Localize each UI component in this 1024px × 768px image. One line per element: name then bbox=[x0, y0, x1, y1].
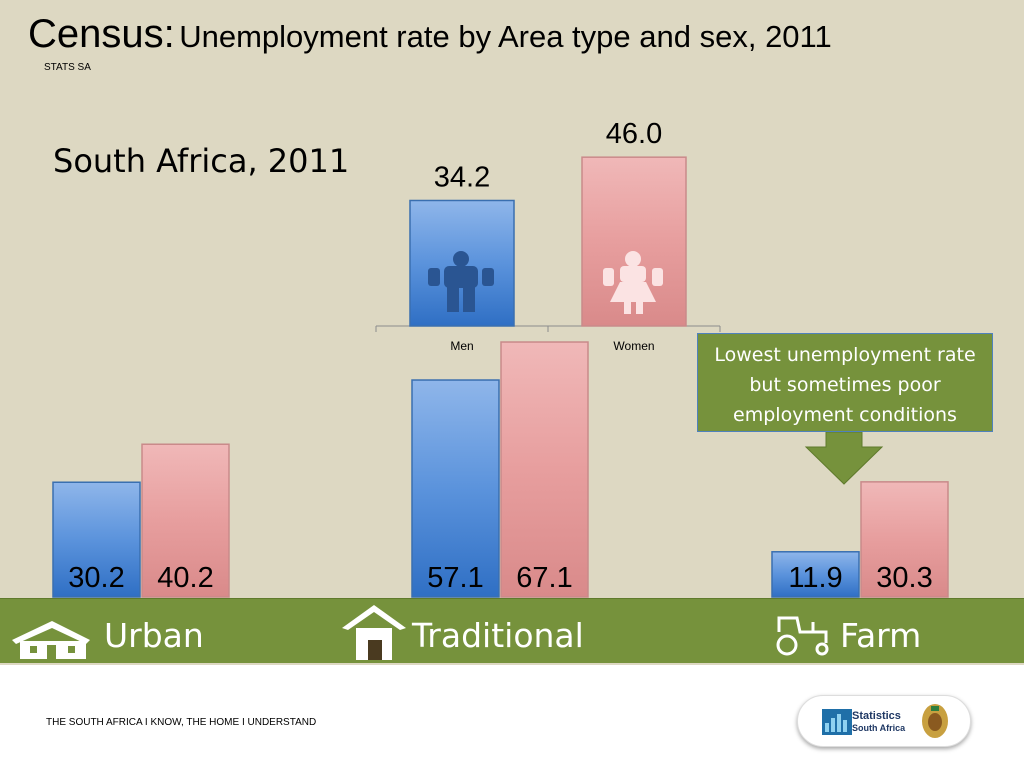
inset-category-label: Men bbox=[450, 339, 473, 353]
bar-urban-men bbox=[52, 481, 141, 598]
bar-farm-women bbox=[860, 481, 949, 598]
slide-title: Census: Unemployment rate by Area type a… bbox=[28, 12, 832, 57]
bar-urban-women bbox=[141, 443, 230, 598]
callout-box: Lowest unemployment rate but sometimes p… bbox=[697, 333, 993, 432]
man-icon bbox=[428, 251, 494, 312]
house-icon bbox=[12, 621, 90, 659]
title-main: Unemployment rate by Area type and sex, … bbox=[179, 19, 832, 54]
main-bars bbox=[52, 341, 949, 598]
inset-bars bbox=[409, 156, 687, 327]
source-label: STATS SA bbox=[44, 62, 91, 73]
logo-mark-icon bbox=[822, 709, 852, 735]
inset-value-label: 34.2 bbox=[434, 161, 490, 193]
hut-icon bbox=[342, 605, 406, 660]
inset-labels: 34.2 Men 46.0 Women bbox=[434, 118, 662, 353]
category-label-traditional: Traditional bbox=[412, 616, 584, 655]
callout-arrow bbox=[804, 431, 884, 485]
bar-value-label: 11.9 bbox=[788, 562, 842, 594]
bar-value-label: 57.1 bbox=[427, 562, 483, 594]
bar-value-label: 40.2 bbox=[157, 562, 213, 594]
woman-icon bbox=[603, 251, 663, 314]
category-label-urban: Urban bbox=[104, 616, 204, 655]
category-label-farm: Farm bbox=[840, 616, 922, 655]
logo-text-2: South Africa bbox=[852, 723, 906, 733]
stats-sa-logo: Statistics South Africa bbox=[797, 695, 971, 747]
coat-of-arms-icon bbox=[922, 704, 948, 738]
bar-traditional-men bbox=[411, 379, 500, 598]
bar-value-label: 67.1 bbox=[516, 562, 572, 594]
inset-icons bbox=[428, 251, 663, 314]
footer-text: THE SOUTH AFRICA I KNOW, THE HOME I UNDE… bbox=[46, 717, 317, 728]
inset-value-label: 46.0 bbox=[606, 118, 662, 150]
chart-subtitle: South Africa, 2011 bbox=[53, 142, 350, 180]
title-prefix: Census: bbox=[28, 12, 175, 56]
tractor-icon bbox=[776, 616, 829, 656]
category-band bbox=[0, 598, 1024, 663]
logo-text-1: Statistics bbox=[852, 710, 901, 722]
bar-value-label: 30.3 bbox=[876, 562, 932, 594]
bar-traditional-women bbox=[500, 341, 589, 598]
bar-value-label: 30.2 bbox=[68, 562, 124, 594]
main-labels: 30.2 57.1 11.9 40.2 67.1 30.3 bbox=[68, 562, 932, 594]
bar-farm-men bbox=[771, 551, 860, 598]
inset-category-label: Women bbox=[613, 339, 654, 353]
